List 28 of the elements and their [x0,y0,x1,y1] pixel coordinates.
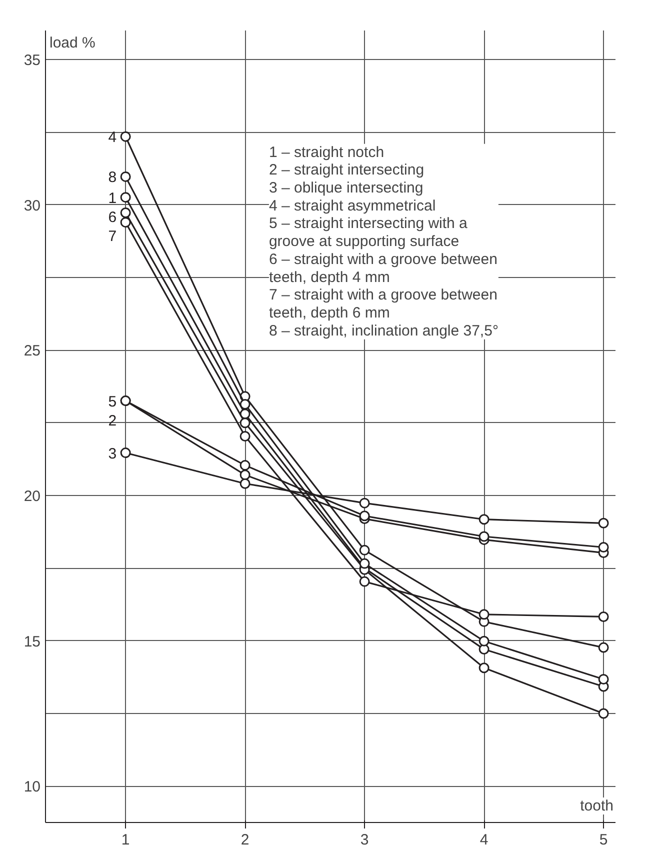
series-label: 1 [108,190,117,207]
x-tick-label: 3 [360,832,369,848]
annotation: 4 – straight asymmetrical [268,197,436,214]
series-label: 3 [108,445,117,462]
y-tick-label: 25 [24,342,41,360]
annotation: 8 – straight, inclination angle 37,5° [268,322,498,340]
annotation: 1 – straight notch [268,144,384,161]
y-axis-title: load % [50,34,96,52]
annotation: 7 – straight with a groove between teeth, depth 6 mm [268,286,498,322]
y-tick-label: 15 [24,633,41,650]
annotation: 6 – straight with a groove between teeth, depth 4 mm [268,250,498,286]
series-label: 6 [108,208,117,226]
annotation: 5 – straight intersecting with a groove at supporting surface [268,215,468,250]
y-tick-label: 30 [24,197,41,214]
annotation: 3 – oblique intersecting [268,180,424,197]
series-label: 8 [108,169,117,186]
y-tick-label: 10 [24,778,41,796]
series-label: 7 [108,228,117,245]
x-tick-label: 4 [480,832,488,848]
x-tick-label: 2 [240,832,250,848]
y-tick-label: 35 [24,52,41,70]
y-tick-label: 20 [24,488,41,506]
series-label: 5 [108,393,117,410]
series-label: 4 [108,129,117,146]
x-tick-label: 1 [121,832,130,848]
x-tick-label: 5 [599,832,608,848]
x-axis-title: tooth [580,798,614,814]
annotation: 2 – straight intersecting [268,162,424,179]
